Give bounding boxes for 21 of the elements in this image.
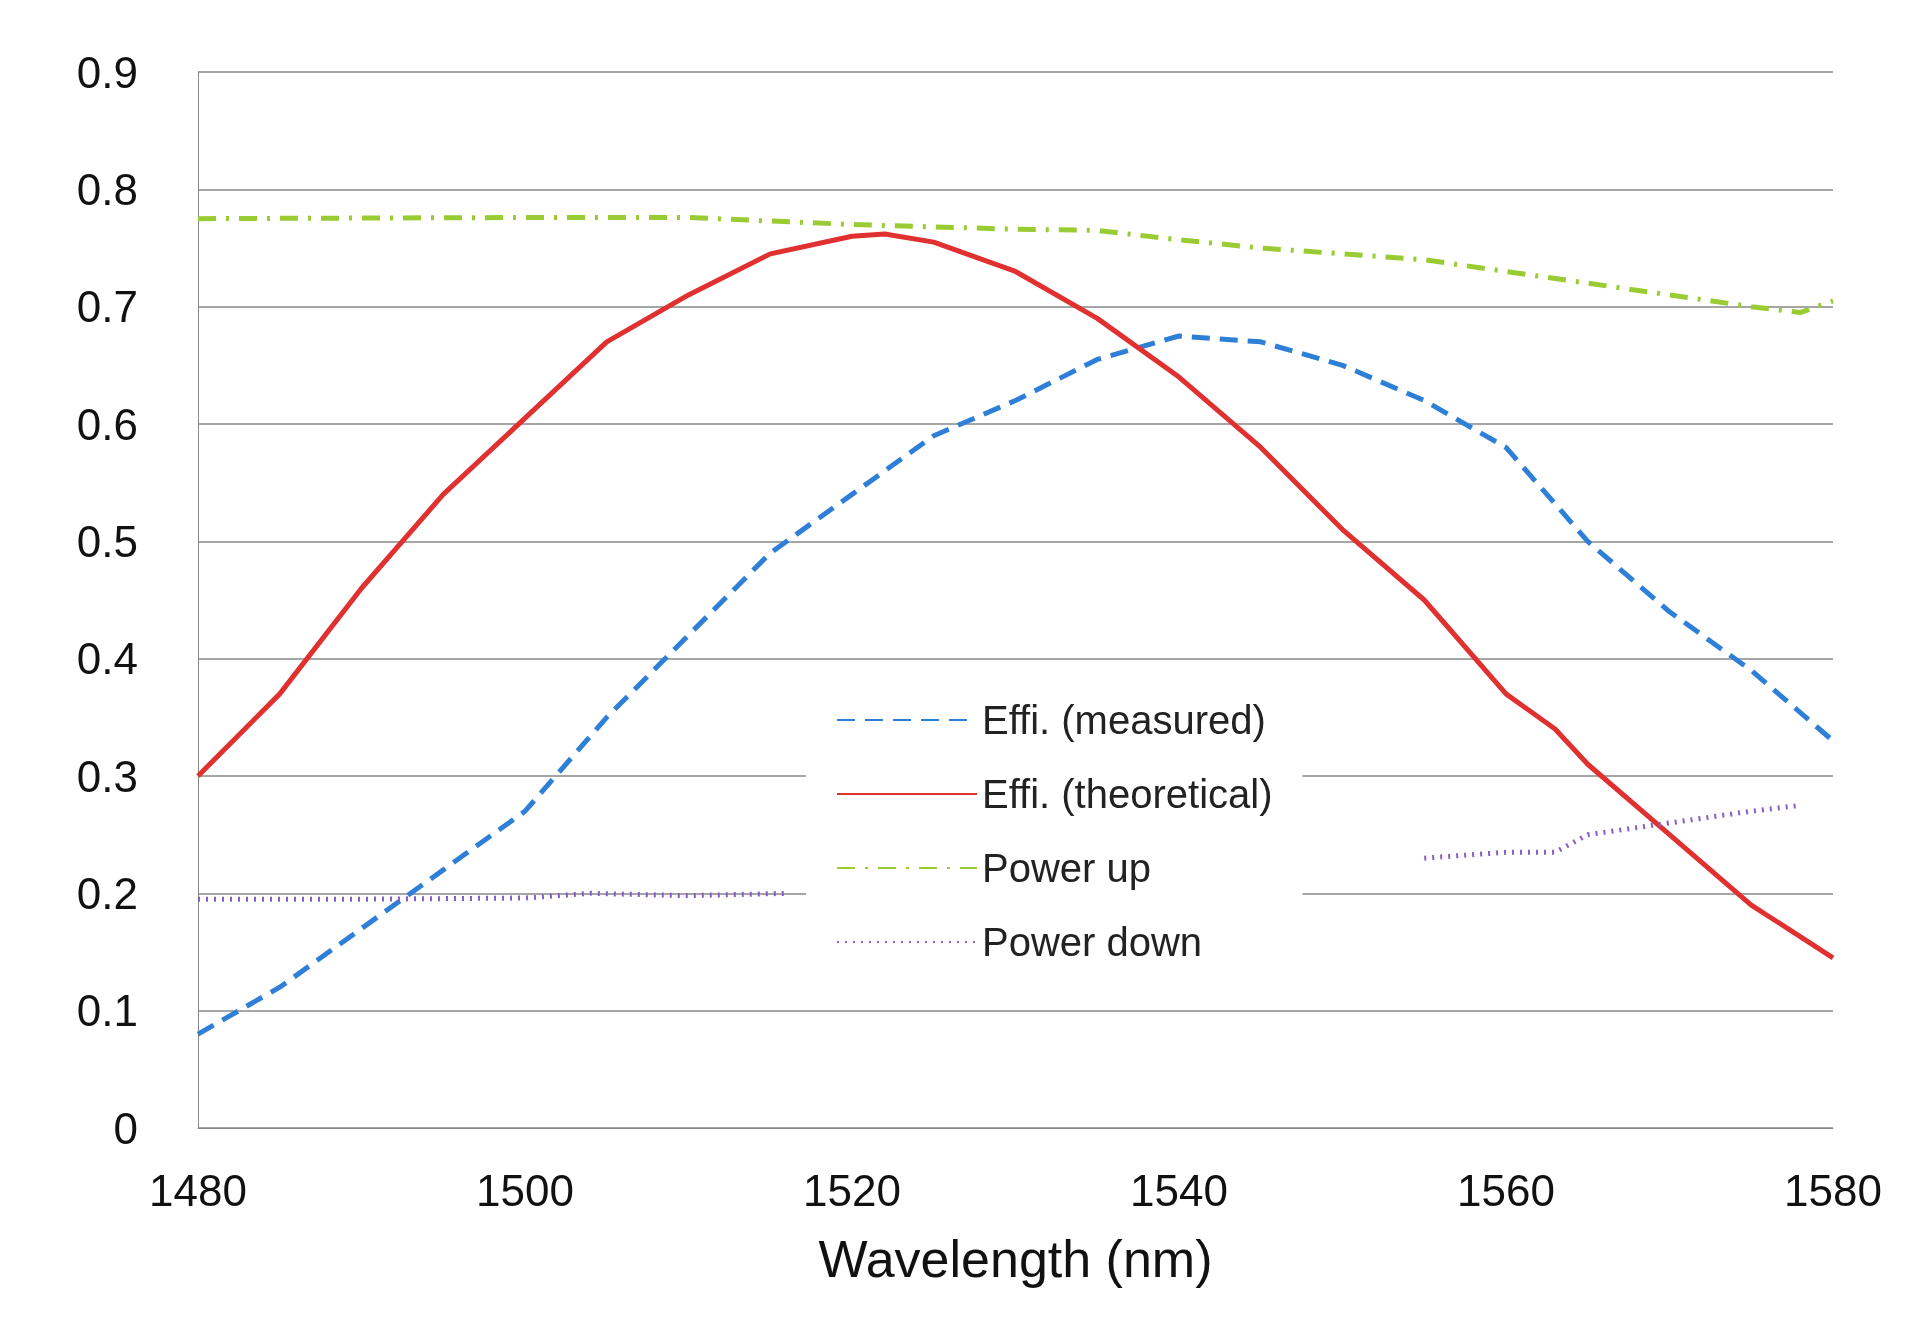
x-tick-label: 1580: [1784, 1165, 1882, 1215]
y-tick-label: 0.6: [76, 399, 138, 449]
legend-label: Power down: [982, 920, 1203, 964]
y-tick-label: 0.5: [76, 516, 138, 566]
x-axis-title: Wavelength (nm): [818, 1230, 1213, 1288]
y-tick-label: 0.9: [76, 47, 138, 97]
x-tick-label: 1520: [803, 1165, 901, 1215]
y-tick-label: 0.4: [76, 634, 138, 684]
legend-label: Effi. (theoretical): [982, 772, 1273, 816]
x-tick-label: 1480: [149, 1165, 247, 1215]
x-tick-label: 1560: [1457, 1165, 1555, 1215]
legend-label: Power up: [982, 846, 1151, 890]
x-tick-label: 1540: [1130, 1165, 1228, 1215]
y-tick-label: 0.8: [76, 164, 138, 214]
y-tick-label: 0: [113, 1103, 138, 1153]
legend-label: Effi. (measured): [982, 698, 1266, 742]
y-tick-label: 0.1: [76, 986, 138, 1036]
y-tick-label: 0.7: [76, 282, 138, 332]
x-tick-label: 1500: [476, 1165, 574, 1215]
y-tick-label: 0.3: [76, 751, 138, 801]
y-tick-label: 0.2: [76, 868, 138, 918]
